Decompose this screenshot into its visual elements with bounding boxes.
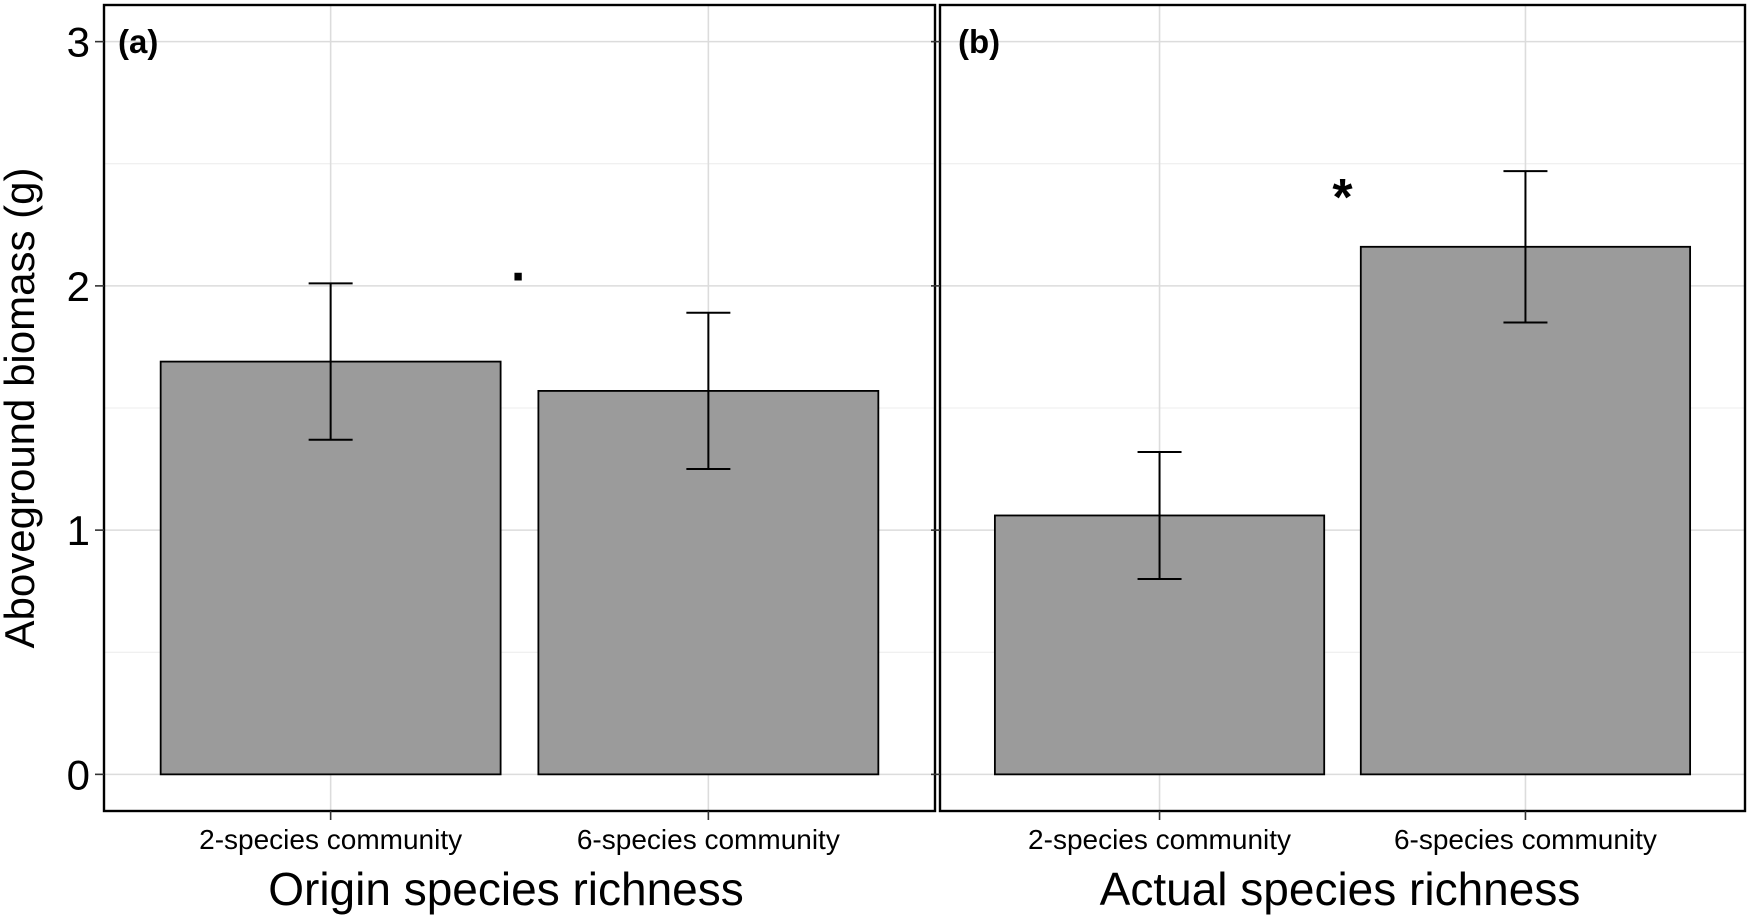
y-tick-label: 1 — [67, 507, 90, 554]
y-tick-label: 2 — [67, 263, 90, 310]
panel-a: 0 1 2 3 2-species community 6-species communi… — [0, 3, 937, 915]
panel-a-x-axis-title: Origin species richness — [268, 863, 744, 915]
y-tick-label: 0 — [67, 751, 90, 798]
bar-six-species — [1359, 245, 1692, 776]
panel-b: 2-species community 6-species community (… — [931, 3, 1747, 915]
panel-b-tick-labels: 2-species community 6-species community — [1028, 824, 1657, 855]
panel-b-frame — [938, 3, 1747, 813]
panel-b-x-axis-title: Actual species richness — [1100, 863, 1581, 915]
panel-a-bars — [159, 360, 880, 776]
panel-a-frame — [102, 3, 937, 813]
panel-b-error-bars — [1137, 170, 1548, 580]
panel-b-significance-mark: * — [1332, 169, 1353, 227]
error-bar — [686, 311, 731, 471]
x-tick-label: 6-species community — [1394, 824, 1657, 855]
panel-a-significance-mark: · — [511, 248, 528, 306]
panel-a-tick-labels: 0 1 2 3 2-species community 6-species communi… — [67, 19, 840, 855]
x-tick-label: 2-species community — [199, 824, 462, 855]
panel-b-ticks — [931, 40, 1527, 820]
error-bar — [308, 282, 353, 441]
panel-a-ticks — [95, 40, 710, 820]
panel-b-tag: (b) — [958, 23, 1000, 60]
y-tick-label: 3 — [67, 19, 90, 66]
panel-a-error-bars — [308, 282, 731, 471]
x-tick-label: 6-species community — [577, 824, 840, 855]
x-tick-label: 2-species community — [1028, 824, 1291, 855]
y-axis-title: Aboveground biomass (g) — [0, 168, 43, 649]
error-bar — [1503, 170, 1548, 324]
error-bar — [1137, 450, 1182, 580]
panel-b-bars — [993, 245, 1692, 776]
panel-a-tag: (a) — [118, 23, 158, 60]
